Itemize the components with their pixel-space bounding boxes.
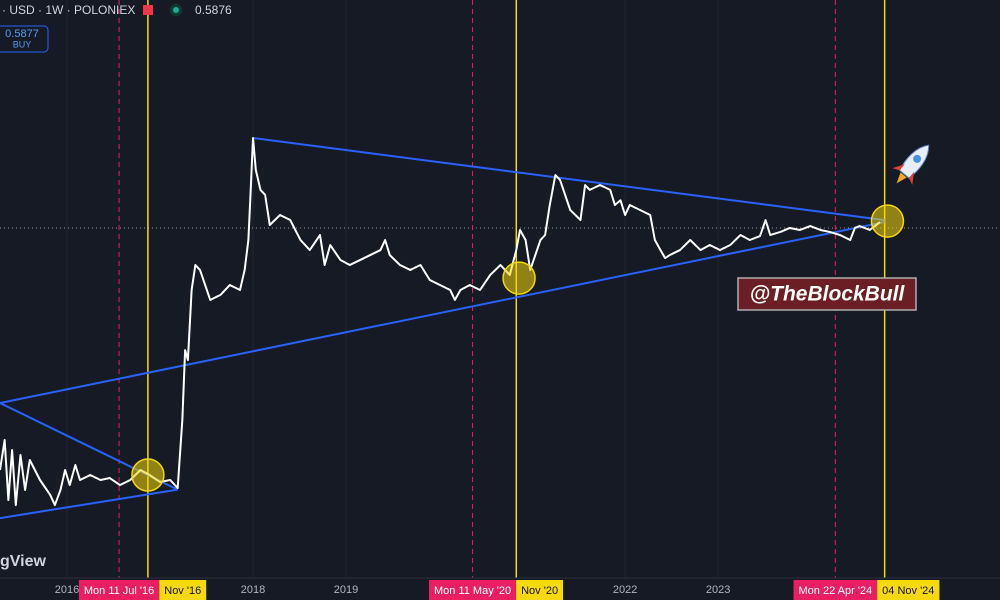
- watermark-box: [737, 277, 917, 311]
- x-tick-label: 2018: [241, 584, 265, 596]
- x-tick-label: 2016: [55, 584, 79, 596]
- buy-button[interactable]: [0, 25, 49, 53]
- x-tick-label: 2023: [706, 584, 730, 596]
- buy-price[interactable]: 0.5877: [5, 28, 39, 40]
- date-badge-label: 04 Nov '24: [882, 585, 934, 597]
- last-price: 0.5876: [195, 3, 232, 17]
- trendline: [0, 488, 178, 520]
- date-badge: [516, 580, 564, 600]
- date-badge-label: Mon 11 May '20: [434, 585, 511, 597]
- buy-label[interactable]: BUY: [13, 39, 32, 49]
- symbol: · USD · 1W · POLONIEX: [2, 3, 135, 17]
- x-axis-labels: 2016 2018 2019 2022 2023: [55, 584, 731, 596]
- date-badge-label: Nov '16: [164, 585, 201, 597]
- date-badge: [159, 580, 207, 600]
- status-dot: [173, 7, 179, 13]
- date-badge: [877, 580, 940, 600]
- grid: [0, 0, 1000, 578]
- logo: gView: [0, 553, 47, 570]
- date-badge: [429, 580, 517, 600]
- highlight-circle: [131, 458, 165, 492]
- date-badge-label: Mon 11 Jul '16: [84, 585, 154, 597]
- date-badges: Mon 11 Jul '16 Nov '16 Mon 11 May '20 Nov '…: [78, 580, 940, 600]
- trendline: [252, 137, 885, 222]
- date-badge-label: Mon 22 Apr '24: [799, 585, 873, 597]
- x-tick-label: 2022: [613, 584, 637, 596]
- highlight-circle: [870, 204, 905, 238]
- date-badge-label: Nov '20: [521, 585, 558, 597]
- rocket-icon: [892, 144, 930, 185]
- highlight-circle: [502, 261, 536, 295]
- x-tick-label: 2019: [334, 584, 358, 596]
- date-badge: [78, 580, 160, 600]
- price-series: [0, 137, 881, 507]
- trendline: [0, 221, 885, 405]
- watermark: @TheBlockBull: [750, 283, 906, 306]
- date-badge: [793, 580, 878, 600]
- plot: [0, 137, 905, 520]
- status-icon: [143, 5, 153, 15]
